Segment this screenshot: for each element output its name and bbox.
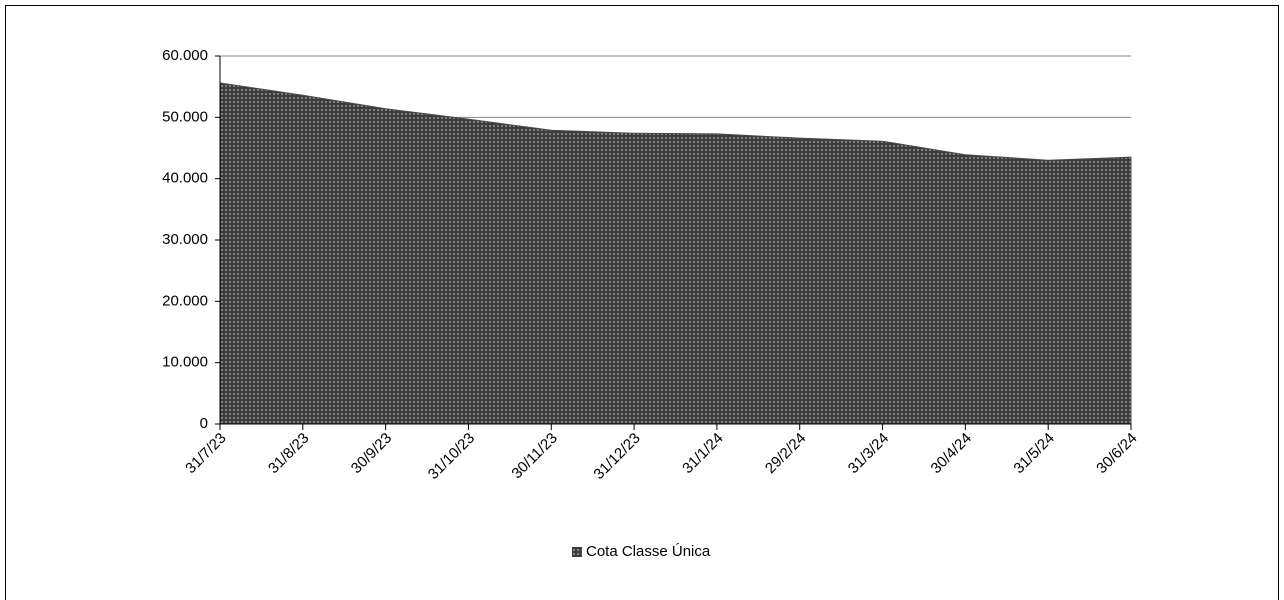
- x-tick-label: 31/3/24: [845, 430, 892, 477]
- x-tick-label: 30/9/23: [348, 430, 395, 477]
- y-tick-label: 10.000: [162, 354, 208, 371]
- legend-swatch: [572, 547, 582, 557]
- x-tick-label: 31/1/24: [679, 430, 726, 477]
- x-tick-label: 29/2/24: [762, 430, 809, 477]
- legend-label: Cota Classe Única: [586, 543, 711, 560]
- x-tick-label: 30/4/24: [928, 430, 975, 477]
- y-tick-label: 50.000: [162, 108, 208, 125]
- x-tick-label: 31/10/23: [425, 430, 478, 483]
- x-tick-label: 31/8/23: [265, 430, 312, 477]
- x-tick-label: 31/12/23: [590, 430, 643, 483]
- x-tick-label: 31/7/23: [182, 430, 229, 477]
- area: [219, 82, 1132, 425]
- y-tick-label: 60.000: [162, 47, 208, 64]
- y-tick-label: 30.000: [162, 231, 208, 248]
- x-tick-label: 31/5/24: [1010, 430, 1057, 477]
- y-tick-label: 20.000: [162, 292, 208, 309]
- y-tick-label: 0: [200, 415, 208, 432]
- chart-border: [5, 5, 1279, 600]
- x-tick-label: 30/11/23: [508, 430, 561, 483]
- x-tick-label: 30/6/24: [1093, 430, 1140, 477]
- y-tick-label: 40.000: [162, 170, 208, 187]
